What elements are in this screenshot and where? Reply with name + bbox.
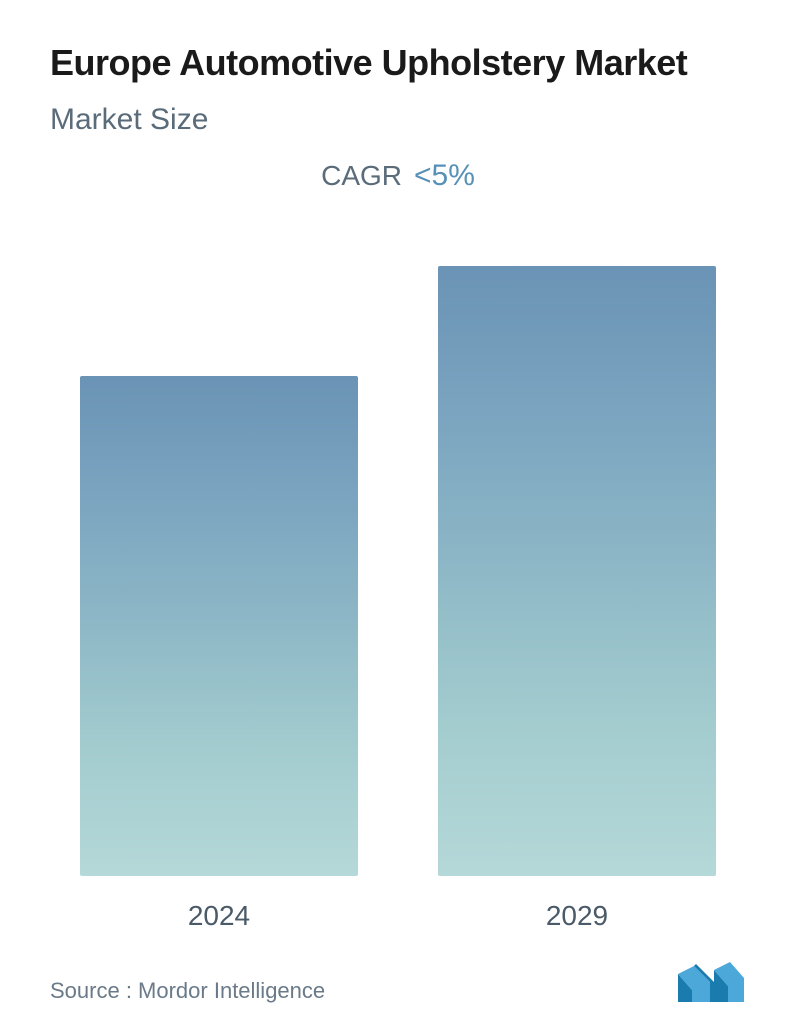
bar-group-1: 2029: [438, 266, 716, 932]
mordor-logo-icon: [676, 962, 746, 1004]
bar-label-1: 2029: [546, 900, 608, 932]
bar-1: [438, 266, 716, 876]
cagr-row: CAGR <5%: [50, 159, 746, 193]
bar-0: [80, 376, 358, 876]
bar-label-0: 2024: [188, 900, 250, 932]
chart-title: Europe Automotive Upholstery Market: [50, 40, 746, 85]
cagr-value: <5%: [414, 159, 475, 193]
chart-subtitle: Market Size: [50, 103, 746, 137]
chart-area: 2024 2029: [50, 193, 746, 932]
chart-container: Europe Automotive Upholstery Market Mark…: [0, 0, 796, 1034]
bar-group-0: 2024: [80, 376, 358, 932]
chart-footer: Source : Mordor Intelligence: [50, 932, 746, 1004]
source-text: Source : Mordor Intelligence: [50, 978, 325, 1004]
cagr-label: CAGR: [321, 160, 402, 192]
